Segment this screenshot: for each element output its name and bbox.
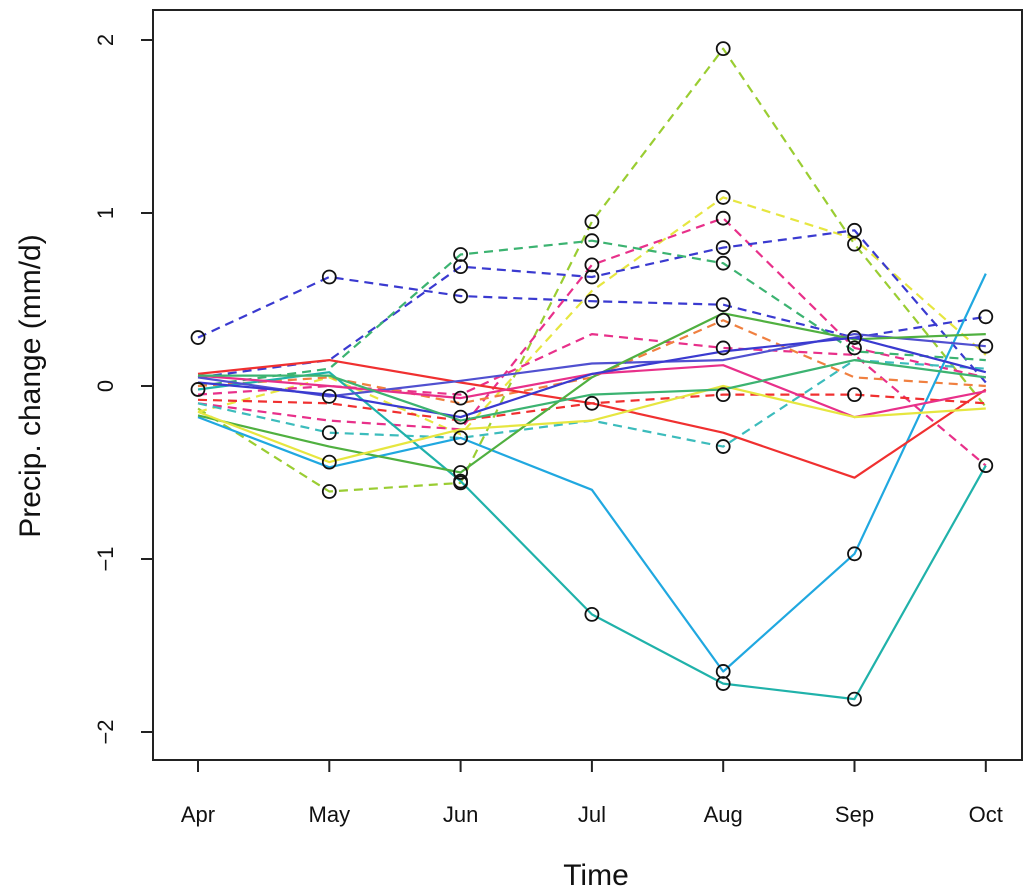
- data-point-marker: [584, 269, 600, 285]
- data-point-marker: [321, 269, 337, 285]
- data-point-marker: [847, 222, 862, 238]
- data-point-marker: [847, 330, 862, 345]
- series-line-3: [197, 196, 987, 436]
- series-line-13: [197, 359, 987, 479]
- data-point-marker: [190, 330, 206, 345]
- x-tick-label: Apr: [181, 802, 215, 827]
- x-tick-label: Aug: [704, 802, 743, 827]
- y-tick-label: 0: [93, 380, 118, 392]
- data-point-marker: [453, 465, 469, 480]
- data-point-marker: [453, 473, 469, 489]
- data-point-marker: [978, 309, 994, 325]
- data-point-marker: [321, 454, 337, 470]
- x-tick-label: May: [309, 802, 351, 827]
- data-point-marker: [453, 409, 469, 425]
- series-line-18: [197, 336, 987, 419]
- data-point-marker: [584, 233, 600, 249]
- y-axis-title: Precip. change (mm/d): [14, 234, 47, 537]
- x-tick-label: Jul: [578, 802, 606, 827]
- data-point-marker: [847, 691, 862, 707]
- y-axis: −2 −1 0 1 2: [93, 34, 153, 745]
- y-tick-label: 1: [93, 207, 118, 219]
- x-tick-label: Jun: [443, 802, 478, 827]
- data-point-marker: [847, 546, 862, 562]
- data-point-marker: [715, 240, 731, 256]
- data-point-marker: [715, 312, 731, 328]
- data-point-marker: [715, 387, 731, 403]
- plot-frame: [152, 9, 1023, 761]
- data-point-marker: [715, 210, 731, 226]
- data-point-marker: [715, 41, 731, 57]
- y-tick-label: 2: [93, 34, 118, 46]
- series-line-15: [197, 312, 986, 474]
- data-point-marker: [978, 458, 994, 473]
- data-point-marker: [715, 340, 731, 356]
- series-line-17: [197, 384, 986, 464]
- marker-layer: [190, 41, 994, 707]
- data-point-marker: [453, 430, 469, 446]
- x-tick-label: Sep: [835, 802, 874, 827]
- data-point-marker: [715, 255, 731, 271]
- series-layer: [197, 47, 987, 701]
- series-line-4: [197, 217, 987, 431]
- series-line-14: [197, 333, 986, 398]
- data-point-marker: [453, 390, 469, 406]
- series-line-11: [197, 371, 987, 701]
- x-axis: Apr May Jun Jul Aug Sep Oct: [181, 760, 1003, 827]
- data-point-marker: [584, 257, 600, 273]
- data-point-marker: [584, 214, 600, 230]
- series-line-6: [197, 239, 986, 388]
- data-point-marker: [584, 606, 600, 622]
- data-point-marker: [715, 190, 731, 205]
- data-point-marker: [584, 293, 600, 309]
- x-axis-title: Time: [563, 859, 629, 891]
- data-point-marker: [453, 247, 469, 262]
- y-tick-label: −1: [93, 546, 118, 571]
- series-line-5: [197, 229, 987, 384]
- data-point-marker: [453, 288, 469, 304]
- data-point-marker: [715, 297, 731, 313]
- data-point-marker: [847, 340, 862, 356]
- series-line-19: [198, 359, 986, 422]
- data-point-marker: [584, 395, 600, 411]
- data-point-marker: [190, 382, 206, 397]
- series-line-7: [197, 333, 987, 467]
- data-point-marker: [978, 338, 994, 354]
- y-tick-label: −2: [93, 719, 118, 744]
- data-point-marker: [715, 664, 731, 679]
- data-point-marker: [715, 439, 731, 454]
- data-point-marker: [321, 425, 337, 441]
- series-line-2: [197, 47, 987, 493]
- data-point-marker: [321, 484, 337, 499]
- x-tick-label: Oct: [969, 802, 1003, 827]
- data-point-marker: [321, 388, 337, 404]
- data-point-marker: [847, 387, 862, 403]
- series-line-12: [197, 273, 987, 673]
